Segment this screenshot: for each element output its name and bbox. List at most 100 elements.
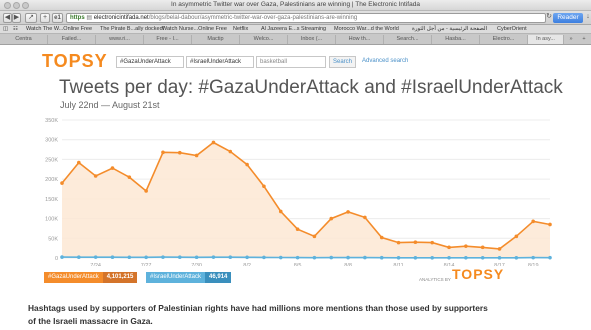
bookmark-item[interactable]: CyberOrient — [497, 26, 527, 32]
share-button[interactable]: ↗ — [25, 13, 37, 23]
url-path: /blogs/belal-dabour/asymmetric-twitter-w… — [148, 15, 358, 21]
address-bar[interactable]: https ▤ electronicintifada.net/blogs/bel… — [66, 13, 546, 23]
plus-icon: + — [42, 14, 48, 21]
search-button[interactable]: Search — [329, 56, 356, 68]
advanced-search-link[interactable]: Advanced search — [362, 58, 409, 64]
y-tick-label: 200K — [45, 177, 58, 183]
window-title: In asymmetric Twitter war over Gaza, Pal… — [171, 1, 420, 8]
add-bookmark-button[interactable]: + — [40, 13, 50, 23]
y-tick-label: 50K — [48, 236, 58, 242]
data-point — [363, 255, 367, 260]
lock-icon: ▤ — [86, 15, 93, 21]
bookmark-item[interactable]: Watch Nurse...Online Free — [162, 26, 227, 32]
bookmark-item[interactable]: Morocco War...d the World — [334, 26, 399, 32]
data-point — [77, 160, 81, 165]
data-point — [514, 255, 519, 260]
tab[interactable]: Welco... — [240, 35, 288, 44]
data-point — [194, 153, 199, 158]
data-point — [464, 244, 468, 248]
data-point — [245, 162, 249, 167]
tab[interactable]: Centra — [0, 35, 48, 44]
legend-total: 46,914 — [205, 272, 232, 283]
bookmark-item[interactable]: الصفحة الرئيسية - من أجل الثورة — [412, 26, 488, 32]
article-caption: Hashtags used by supporters of Palestini… — [28, 303, 488, 326]
tab-bar: Centra Failed... www.ri... Free - I... M… — [0, 34, 591, 45]
bookmark-item[interactable]: Netflix — [233, 26, 249, 32]
reading-list-icon[interactable]: ◫ — [3, 26, 9, 32]
data-point — [447, 245, 451, 250]
close-window-icon[interactable] — [4, 2, 11, 9]
search-term-3[interactable]: basketball — [256, 56, 326, 68]
data-point — [396, 240, 401, 245]
data-point — [144, 255, 148, 260]
data-point — [346, 255, 350, 260]
data-point — [430, 255, 435, 260]
more-tabs-icon[interactable]: » — [569, 36, 573, 42]
data-point — [262, 255, 266, 260]
data-point — [245, 255, 249, 260]
bookmarks-grid-icon[interactable]: ☷ — [13, 26, 18, 32]
tab-active[interactable]: In asy... — [528, 35, 564, 44]
data-point — [480, 245, 485, 250]
data-point — [228, 149, 233, 154]
y-tick-label: 300K — [45, 138, 58, 144]
x-tick-label: 7/30 — [191, 263, 202, 266]
chart-title: Tweets per day: #GazaUnderAttack and #Is… — [59, 77, 563, 98]
tab[interactable]: Electro... — [480, 35, 528, 44]
tab[interactable]: www.ri... — [96, 35, 144, 44]
bookmarks-bar: ◫ ☷ Watch The W...Online Free The Pirate… — [0, 25, 591, 34]
downloads-icon[interactable]: ↓ — [586, 13, 590, 20]
data-point — [295, 227, 300, 232]
data-point — [211, 255, 216, 259]
tab[interactable]: Failed... — [48, 35, 96, 44]
data-point — [531, 219, 535, 224]
x-tick-label: 8/5 — [294, 263, 302, 266]
x-tick-label: 8/19 — [528, 263, 539, 266]
topsy-footer-logo[interactable]: TOPSY — [452, 266, 505, 282]
share-icon: ↗ — [28, 14, 34, 21]
data-point — [127, 175, 132, 179]
legend-gaza: #GazaUnderAttack 4,101,215 — [44, 272, 138, 283]
reload-icon[interactable]: ↻ — [546, 13, 552, 20]
y-tick-label: 350K — [45, 118, 58, 124]
url-host: electronicintifada.net — [93, 15, 149, 21]
search-term-1[interactable]: #GazaUnderAttack — [116, 56, 184, 68]
legend-label: #IsraelUnderAttack — [146, 272, 206, 283]
x-tick-label: 8/2 — [243, 263, 251, 266]
minimize-window-icon[interactable] — [13, 2, 20, 9]
series-line — [61, 141, 551, 250]
tab[interactable]: How th... — [336, 35, 384, 44]
tab[interactable]: Search... — [384, 35, 432, 44]
bookmark-item[interactable]: Al Jazeera E...s Streaming — [261, 26, 327, 32]
topsy-logo[interactable]: TOPSY — [42, 51, 108, 71]
x-tick-label: 8/17 — [494, 263, 505, 266]
series-lines — [61, 141, 551, 259]
data-point — [60, 181, 64, 185]
data-point — [161, 255, 165, 259]
site-label: e1 — [52, 13, 63, 23]
data-point — [548, 255, 552, 260]
bookmark-item[interactable]: Watch The W...Online Free — [26, 26, 93, 32]
tab[interactable]: Inbox (... — [288, 35, 336, 44]
back-button[interactable]: ◀ — [3, 13, 12, 23]
window-titlebar: In asymmetric Twitter war over Gaza, Pal… — [0, 0, 591, 11]
tab[interactable]: Mactip — [192, 35, 240, 44]
back-arrow-icon: ◀ — [4, 14, 11, 21]
tab[interactable]: Hasba... — [432, 35, 480, 44]
new-tab-icon[interactable]: + — [582, 36, 586, 42]
forward-arrow-icon: ▶ — [13, 14, 20, 21]
data-point — [497, 256, 502, 260]
data-point — [228, 255, 233, 260]
forward-button[interactable]: ▶ — [12, 13, 21, 23]
zoom-window-icon[interactable] — [22, 2, 29, 9]
data-point — [211, 140, 216, 145]
reader-button[interactable]: Reader — [553, 13, 583, 23]
x-tick-label: 8/14 — [444, 263, 455, 266]
y-tick-label: 150K — [45, 197, 58, 203]
data-point — [161, 150, 165, 155]
data-point — [363, 215, 367, 220]
tab[interactable]: Free - I... — [144, 35, 192, 44]
bookmark-item[interactable]: The Pirate B...ally docked! — [100, 26, 165, 32]
data-point — [312, 255, 317, 260]
search-term-2[interactable]: #IsraelUnderAttack — [186, 56, 254, 68]
